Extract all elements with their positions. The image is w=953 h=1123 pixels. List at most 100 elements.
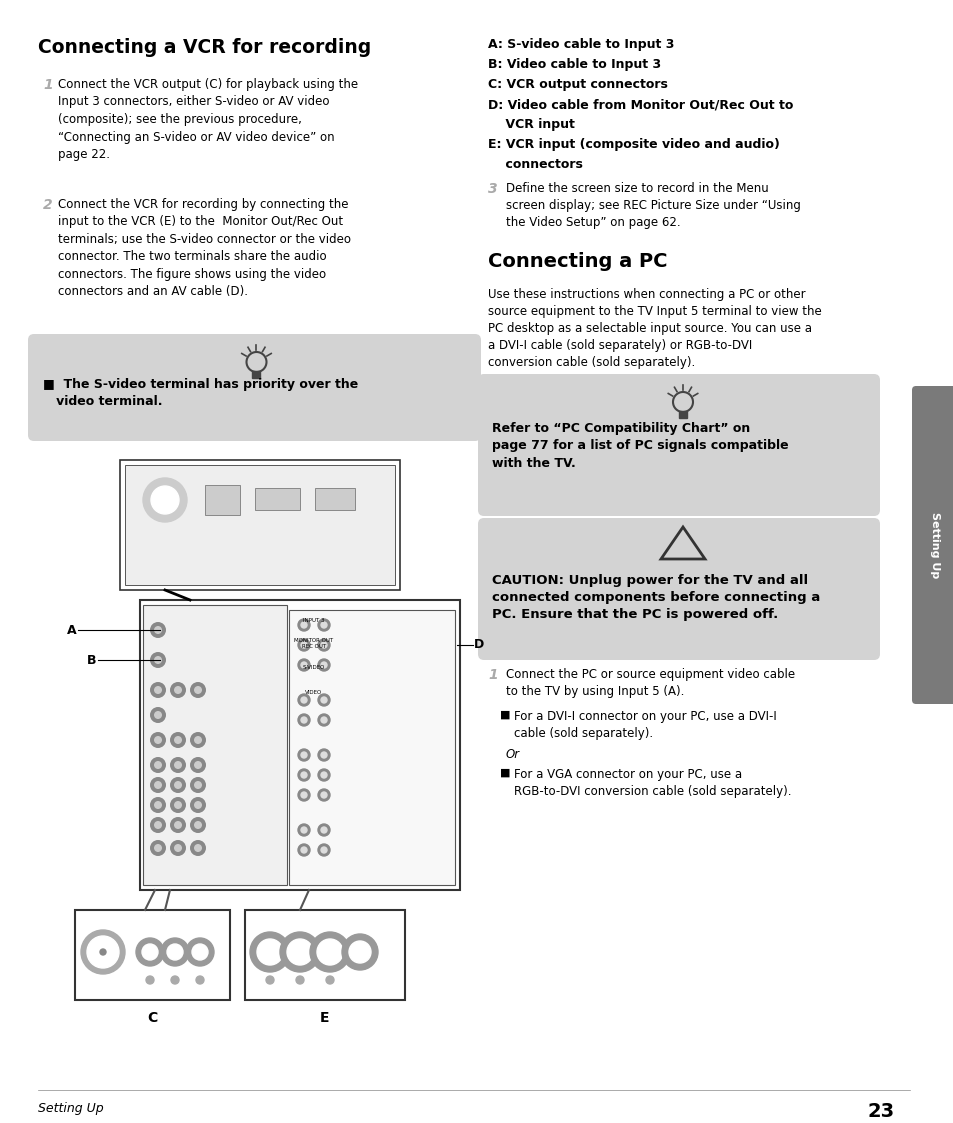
Text: CAUTION: Unplug power for the TV and all
connected components before connecting : CAUTION: Unplug power for the TV and all… xyxy=(492,574,820,621)
Circle shape xyxy=(349,941,371,964)
Circle shape xyxy=(301,622,307,628)
FancyBboxPatch shape xyxy=(28,334,480,441)
Circle shape xyxy=(317,769,330,780)
Circle shape xyxy=(320,622,327,628)
Circle shape xyxy=(320,661,327,668)
Text: Connect the VCR output (C) for playback using the
Input 3 connectors, either S-v: Connect the VCR output (C) for playback … xyxy=(58,77,357,161)
Circle shape xyxy=(317,789,330,801)
FancyBboxPatch shape xyxy=(254,489,299,510)
Circle shape xyxy=(87,935,119,968)
Circle shape xyxy=(190,682,206,699)
FancyBboxPatch shape xyxy=(477,374,879,515)
Circle shape xyxy=(301,716,307,723)
Text: Connect the VCR for recording by connecting the
input to the VCR (E) to the  Mon: Connect the VCR for recording by connect… xyxy=(58,198,351,299)
Circle shape xyxy=(193,686,202,694)
Text: 2: 2 xyxy=(43,198,52,212)
Circle shape xyxy=(173,821,182,829)
FancyBboxPatch shape xyxy=(125,465,395,585)
Text: MONITOR OUT
REC OUT: MONITOR OUT REC OUT xyxy=(294,638,334,649)
Text: Use these instructions when connecting a PC or other
source equipment to the TV : Use these instructions when connecting a… xyxy=(488,287,821,369)
FancyBboxPatch shape xyxy=(143,605,287,885)
Circle shape xyxy=(301,772,307,778)
Circle shape xyxy=(341,934,377,970)
Circle shape xyxy=(153,711,162,719)
Circle shape xyxy=(190,840,206,856)
Circle shape xyxy=(143,478,187,522)
Circle shape xyxy=(193,736,202,745)
Circle shape xyxy=(186,938,213,966)
Circle shape xyxy=(190,777,206,793)
Circle shape xyxy=(153,656,162,664)
Circle shape xyxy=(153,780,162,789)
FancyBboxPatch shape xyxy=(245,910,405,999)
Circle shape xyxy=(193,821,202,829)
Circle shape xyxy=(170,682,186,699)
Circle shape xyxy=(193,761,202,769)
Circle shape xyxy=(173,736,182,745)
Circle shape xyxy=(297,789,310,801)
Circle shape xyxy=(153,844,162,852)
Text: connectors: connectors xyxy=(488,158,582,171)
Circle shape xyxy=(301,661,307,668)
Circle shape xyxy=(297,844,310,856)
Circle shape xyxy=(153,801,162,809)
Circle shape xyxy=(317,714,330,725)
Text: B: B xyxy=(87,654,96,666)
Circle shape xyxy=(297,659,310,672)
Text: For a DVI-I connector on your PC, use a DVI-I
cable (sold separately).: For a DVI-I connector on your PC, use a … xyxy=(514,710,776,740)
Circle shape xyxy=(146,976,153,984)
Circle shape xyxy=(81,930,125,974)
Circle shape xyxy=(150,652,166,668)
Circle shape xyxy=(317,659,330,672)
Text: ■: ■ xyxy=(499,768,510,778)
Circle shape xyxy=(190,797,206,813)
Circle shape xyxy=(317,694,330,706)
Circle shape xyxy=(153,761,162,769)
Circle shape xyxy=(317,749,330,761)
FancyBboxPatch shape xyxy=(75,910,230,999)
Text: 1: 1 xyxy=(488,668,497,682)
Circle shape xyxy=(170,777,186,793)
Circle shape xyxy=(310,932,350,973)
Circle shape xyxy=(301,642,307,648)
Text: Setting Up: Setting Up xyxy=(38,1102,104,1115)
Circle shape xyxy=(173,780,182,789)
Circle shape xyxy=(320,792,327,798)
Bar xyxy=(679,411,686,418)
Circle shape xyxy=(320,752,327,758)
Circle shape xyxy=(173,801,182,809)
Bar xyxy=(253,371,260,378)
Text: Refer to “PC Compatibility Chart” on
page 77 for a list of PC signals compatible: Refer to “PC Compatibility Chart” on pag… xyxy=(492,422,788,471)
Circle shape xyxy=(320,716,327,723)
Text: A: A xyxy=(67,623,77,637)
Circle shape xyxy=(170,840,186,856)
Circle shape xyxy=(256,939,283,965)
Circle shape xyxy=(193,844,202,852)
Circle shape xyxy=(192,944,208,960)
Circle shape xyxy=(190,757,206,773)
Text: A: S-video cable to Input 3: A: S-video cable to Input 3 xyxy=(488,38,674,51)
Circle shape xyxy=(150,797,166,813)
Circle shape xyxy=(153,736,162,745)
Text: S-VIDEO: S-VIDEO xyxy=(302,665,325,670)
Circle shape xyxy=(297,619,310,631)
FancyBboxPatch shape xyxy=(140,600,459,891)
Text: ■  The S-video terminal has priority over the
   video terminal.: ■ The S-video terminal has priority over… xyxy=(43,378,358,408)
Circle shape xyxy=(317,844,330,856)
Circle shape xyxy=(301,697,307,703)
Text: C: C xyxy=(147,1011,157,1025)
Circle shape xyxy=(326,976,334,984)
FancyBboxPatch shape xyxy=(120,460,399,590)
Circle shape xyxy=(150,682,166,699)
FancyBboxPatch shape xyxy=(205,485,240,515)
Circle shape xyxy=(150,777,166,793)
Text: VCR input: VCR input xyxy=(488,118,575,131)
Text: E: E xyxy=(320,1011,330,1025)
Circle shape xyxy=(151,486,179,514)
Circle shape xyxy=(171,976,179,984)
Circle shape xyxy=(153,626,162,634)
Circle shape xyxy=(301,752,307,758)
Circle shape xyxy=(190,732,206,748)
Text: INPUT 3: INPUT 3 xyxy=(303,618,324,623)
Text: D: Video cable from Monitor Out/Rec Out to: D: Video cable from Monitor Out/Rec Out … xyxy=(488,98,793,111)
